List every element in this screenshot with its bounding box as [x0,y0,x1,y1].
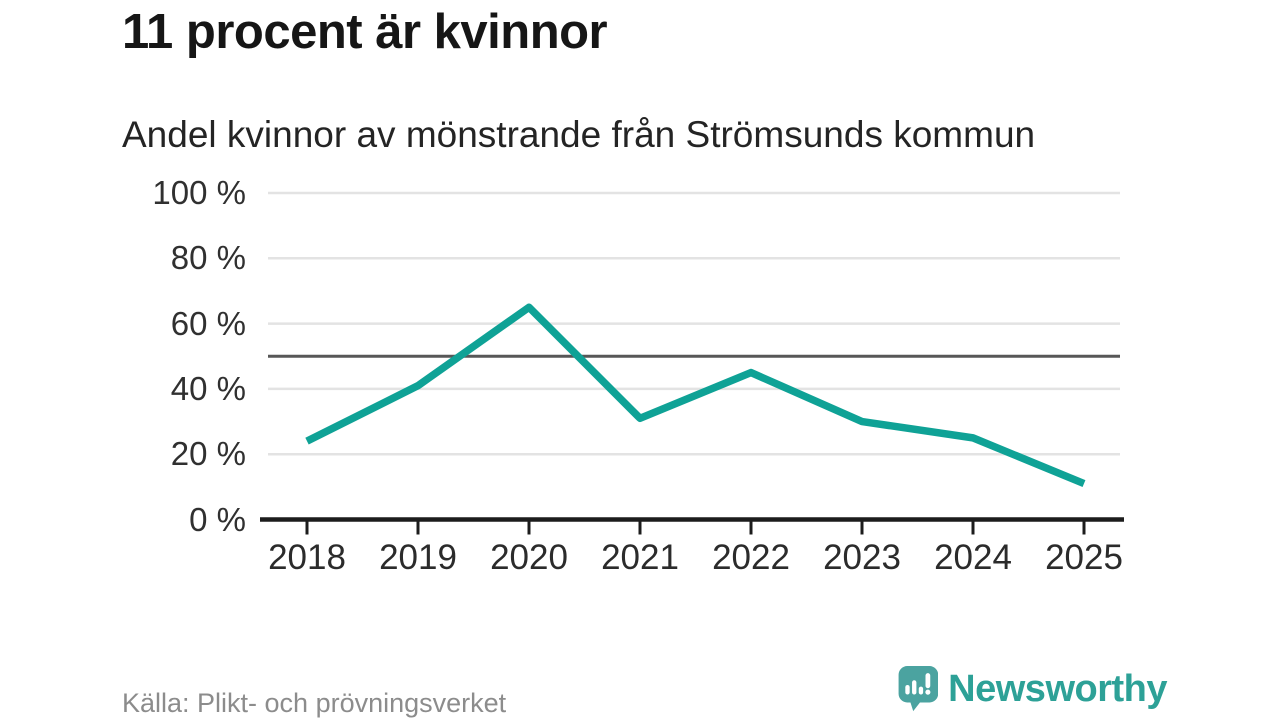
y-axis-tick-label: 0 % [189,500,246,538]
newsworthy-wordmark: Newsworthy [948,667,1167,710]
y-axis-tick-label: 80 % [170,239,246,277]
x-axis-tick-label: 2021 [601,538,679,577]
y-axis-tick-label: 40 % [170,369,246,407]
x-axis-tick-label: 2022 [712,538,790,577]
x-axis-tick-label: 2025 [1045,538,1123,577]
page-title: 11 procent är kvinnor [122,5,608,59]
x-axis-tick-label: 2024 [934,538,1012,577]
newsworthy-logo-icon [898,666,939,712]
x-axis-tick-label: 2018 [268,538,346,577]
x-axis-tick-label: 2023 [823,538,901,577]
chart-subtitle: Andel kvinnor av mönstrande från Strömsu… [122,114,1036,155]
y-axis-tick-label: 20 % [170,435,246,473]
data-line-series [305,303,1086,488]
y-axis-tick-label: 100 % [152,174,246,211]
x-axis-tick-label: 2020 [490,538,568,577]
newsworthy-brand: Newsworthy [897,660,1167,718]
y-axis-tick-label: 60 % [170,304,246,342]
x-axis-tick-label: 2019 [379,538,457,577]
source-note: Källa: Plikt- och prövningsverket [122,688,507,718]
